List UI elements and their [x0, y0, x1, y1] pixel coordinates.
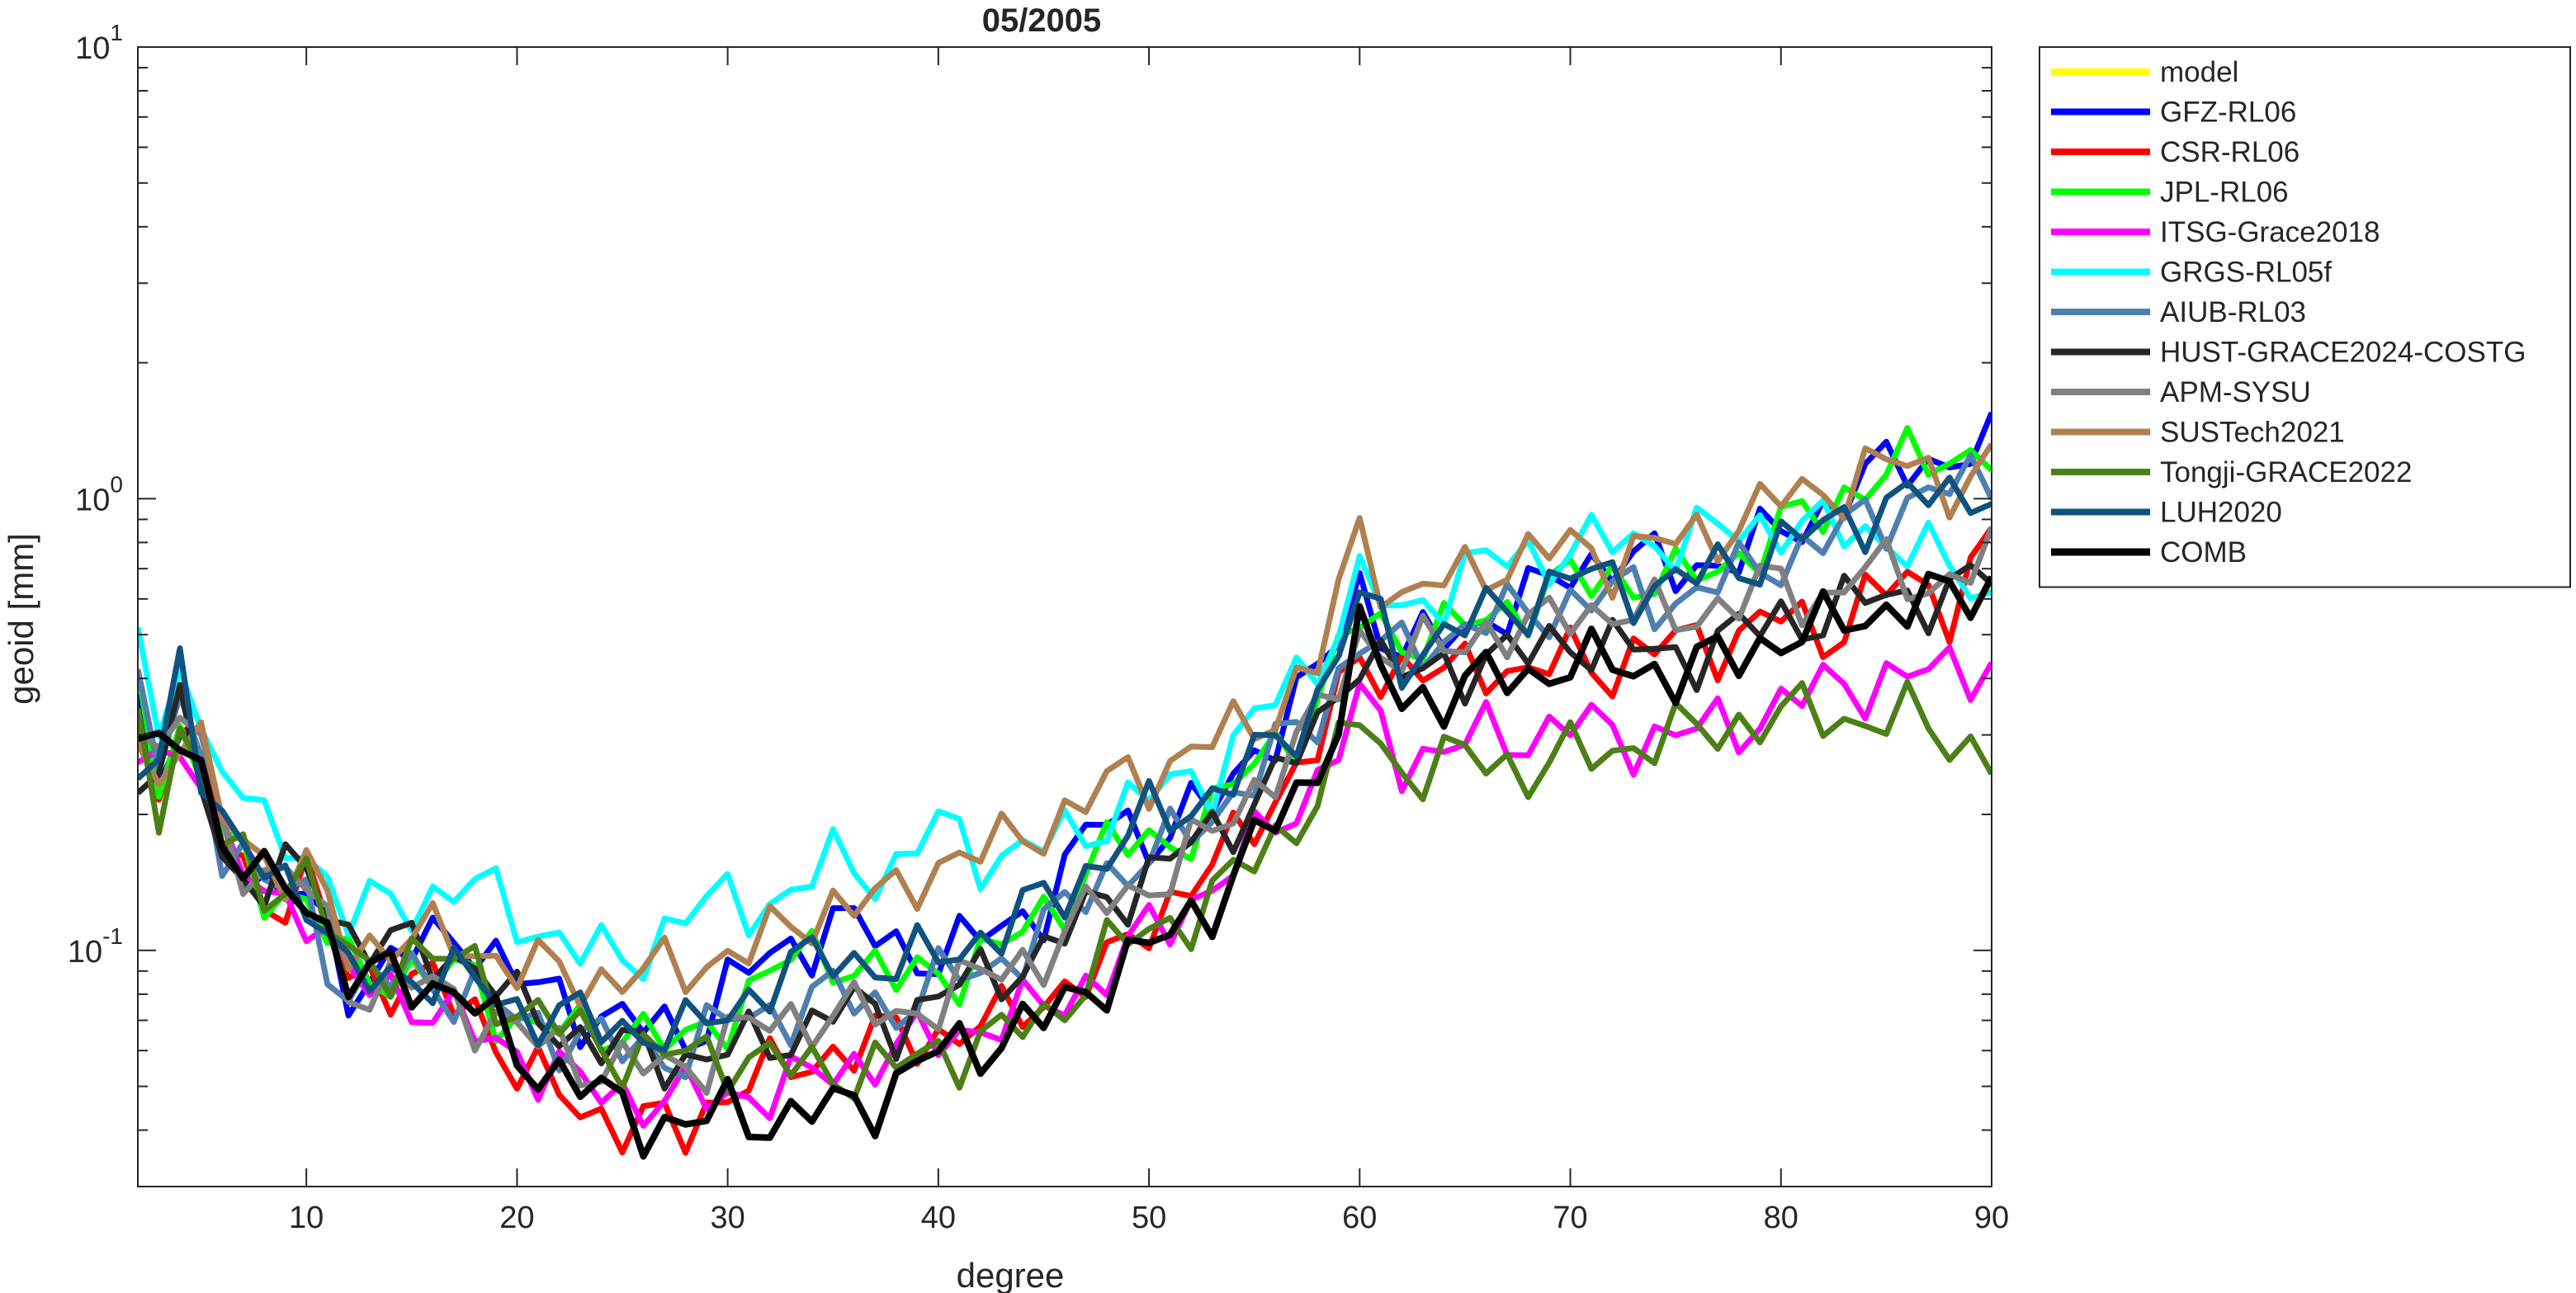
- series-line-grgs-rl05f: [138, 497, 1992, 983]
- legend-entry: ITSG-Grace2018: [2160, 216, 2380, 248]
- plot-area: [137, 46, 1992, 1187]
- series-line-comb: [138, 570, 1992, 1160]
- y-axis-ticks: 10-1 100 101: [68, 20, 1992, 1187]
- x-axis-ticks: 10 20 30 40 50 60 70 80 90: [289, 47, 2009, 1235]
- series-line-aiub-rl03: [138, 452, 1992, 1081]
- x-tick-label: 20: [499, 1201, 534, 1235]
- series-lines: [138, 411, 1992, 1160]
- legend-entry: CSR-RL06: [2160, 136, 2299, 168]
- y-tick-label: 101: [75, 20, 123, 66]
- legend-box: [2039, 46, 2571, 588]
- x-tick-label: 80: [1764, 1201, 1798, 1235]
- x-tick-label: 90: [1974, 1201, 2009, 1235]
- legend-entry: SUSTech2021: [2160, 417, 2345, 449]
- series-line-luh2020: [138, 474, 1992, 1054]
- plot-frame: [137, 46, 1992, 1187]
- x-tick-label: 60: [1342, 1201, 1377, 1235]
- legend-entry: model: [2160, 56, 2238, 88]
- legend-entry: COMB: [2160, 536, 2247, 569]
- series-line-itsg-grace2018: [138, 644, 1992, 1129]
- legend-entry: LUH2020: [2160, 497, 2282, 529]
- series-line-apm-sysu: [138, 526, 1992, 1096]
- x-tick-label: 70: [1553, 1201, 1587, 1235]
- legend-entry: GFZ-RL06: [2160, 97, 2296, 129]
- legend-entry: APM-SYSU: [2160, 376, 2311, 408]
- x-tick-label: 10: [289, 1201, 324, 1235]
- y-tick-label: 10-1: [68, 923, 123, 970]
- x-tick-label: 50: [1132, 1201, 1166, 1235]
- chart-legend: model GFZ-RL06 CSR-RL06 JPL-RL06 ITSG-Grace2…: [2039, 46, 2571, 588]
- legend-entry: AIUB-RL03: [2160, 296, 2306, 328]
- legend-entry: Tongji-GRACE2022: [2160, 456, 2412, 488]
- y-axis-label: geoid [mm]: [2, 533, 40, 705]
- y-tick-label: 100: [75, 471, 123, 517]
- chart-title: 05/2005: [982, 2, 1102, 39]
- legend-entry: HUST-GRACE2024-COSTG: [2160, 337, 2526, 369]
- legend-entry: JPL-RL06: [2160, 177, 2289, 209]
- legend-entry: GRGS-RL05f: [2160, 257, 2332, 289]
- x-tick-label: 30: [710, 1201, 744, 1235]
- series-line-sustech2021: [138, 442, 1992, 1010]
- x-axis-label: degree: [957, 1256, 1065, 1293]
- x-tick-label: 40: [921, 1201, 956, 1235]
